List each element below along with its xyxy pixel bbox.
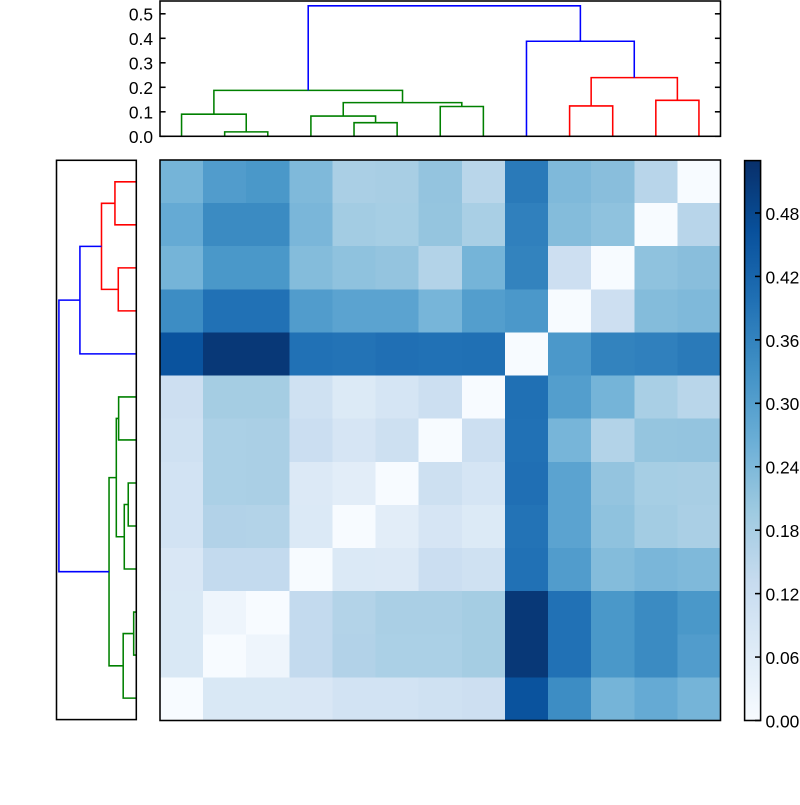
- svg-text:0.42: 0.42: [766, 267, 800, 287]
- svg-text:0.4: 0.4: [129, 29, 154, 49]
- svg-text:0.0: 0.0: [129, 127, 153, 147]
- svg-text:0.18: 0.18: [766, 521, 800, 541]
- svg-text:0.5: 0.5: [129, 5, 153, 25]
- svg-text:0.00: 0.00: [766, 711, 800, 731]
- svg-text:0.2: 0.2: [129, 78, 153, 98]
- svg-text:0.12: 0.12: [766, 585, 800, 605]
- svg-text:0.3: 0.3: [129, 54, 153, 74]
- svg-text:0.24: 0.24: [766, 458, 800, 478]
- svg-text:0.36: 0.36: [766, 331, 800, 351]
- svg-text:0.1: 0.1: [129, 103, 153, 123]
- svg-text:0.06: 0.06: [766, 648, 800, 668]
- svg-text:0.30: 0.30: [766, 394, 800, 414]
- svg-text:0.48: 0.48: [766, 204, 800, 224]
